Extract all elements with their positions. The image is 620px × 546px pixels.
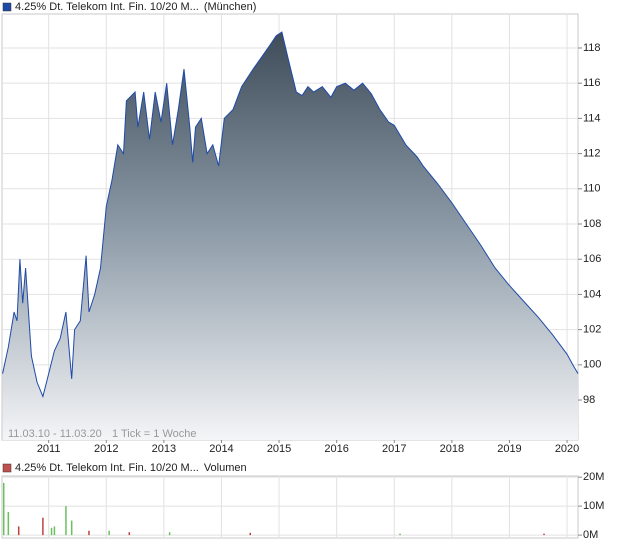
legend-label: 4.25% Dt. Telekom Int. Fin. 10/20 M... Vo…	[15, 462, 247, 474]
x-tick-label: 2019	[497, 443, 521, 455]
legend-suffix: (München)	[204, 1, 257, 13]
x-tick-label: 2012	[94, 443, 118, 455]
y-tick-label: 108	[583, 218, 601, 230]
volume-bar	[53, 526, 56, 536]
x-tick-label: 2020	[555, 443, 579, 455]
volume-bar	[42, 517, 44, 536]
y-tick-label: 114	[583, 112, 601, 124]
x-tick-label: 2015	[267, 443, 291, 455]
x-tick-label: 2018	[440, 443, 464, 455]
y-tick-label: 116	[583, 77, 601, 89]
volume-bar	[17, 526, 20, 536]
volume-bar	[249, 532, 252, 536]
volume-bar	[168, 532, 171, 536]
legend-series-name: 4.25% Dt. Telekom Int. Fin. 10/20 M...	[15, 462, 199, 474]
x-tick-label: 2017	[382, 443, 406, 455]
legend-swatch	[2, 2, 12, 12]
volume-bar	[7, 511, 10, 536]
y-tick-label: 20M	[583, 471, 604, 483]
y-tick-label: 104	[583, 288, 601, 300]
y-tick-label: 110	[583, 183, 601, 195]
volume-bar	[65, 506, 67, 536]
y-tick-label: 98	[583, 394, 595, 406]
volume-bar	[2, 482, 5, 536]
x-tick-label: 2016	[324, 443, 348, 455]
y-tick-label: 102	[583, 324, 601, 336]
volume-bar	[108, 530, 110, 536]
y-tick-label: 106	[583, 253, 601, 265]
area-fill	[2, 32, 579, 440]
volume-bar	[543, 533, 545, 536]
volume-bar	[399, 533, 401, 536]
legend-label: 4.25% Dt. Telekom Int. Fin. 10/20 M... (M…	[15, 1, 256, 13]
annotation: 11.03.10 - 11.03.20	[8, 428, 102, 440]
x-tick-label: 2014	[209, 443, 233, 455]
y-tick-label: 0M	[583, 529, 598, 541]
y-tick-label: 10M	[583, 500, 604, 512]
x-tick-label: 2013	[152, 443, 176, 455]
legend-series-name: 4.25% Dt. Telekom Int. Fin. 10/20 M...	[15, 1, 199, 13]
legend-suffix: Volumen	[204, 462, 247, 474]
volume-bar	[70, 520, 73, 536]
volume-bar	[88, 530, 90, 536]
annotation: 1 Tick = 1 Woche	[112, 428, 196, 440]
price-line	[2, 31, 579, 399]
plot-frame	[1, 475, 579, 539]
y-tick-label: 100	[583, 359, 601, 371]
x-tick-label: 2011	[37, 443, 61, 455]
volume-bar	[128, 532, 131, 536]
y-tick-label: 118	[583, 42, 601, 54]
volume-bar	[50, 527, 53, 536]
legend-swatch	[2, 463, 12, 473]
y-tick-label: 112	[583, 148, 601, 160]
